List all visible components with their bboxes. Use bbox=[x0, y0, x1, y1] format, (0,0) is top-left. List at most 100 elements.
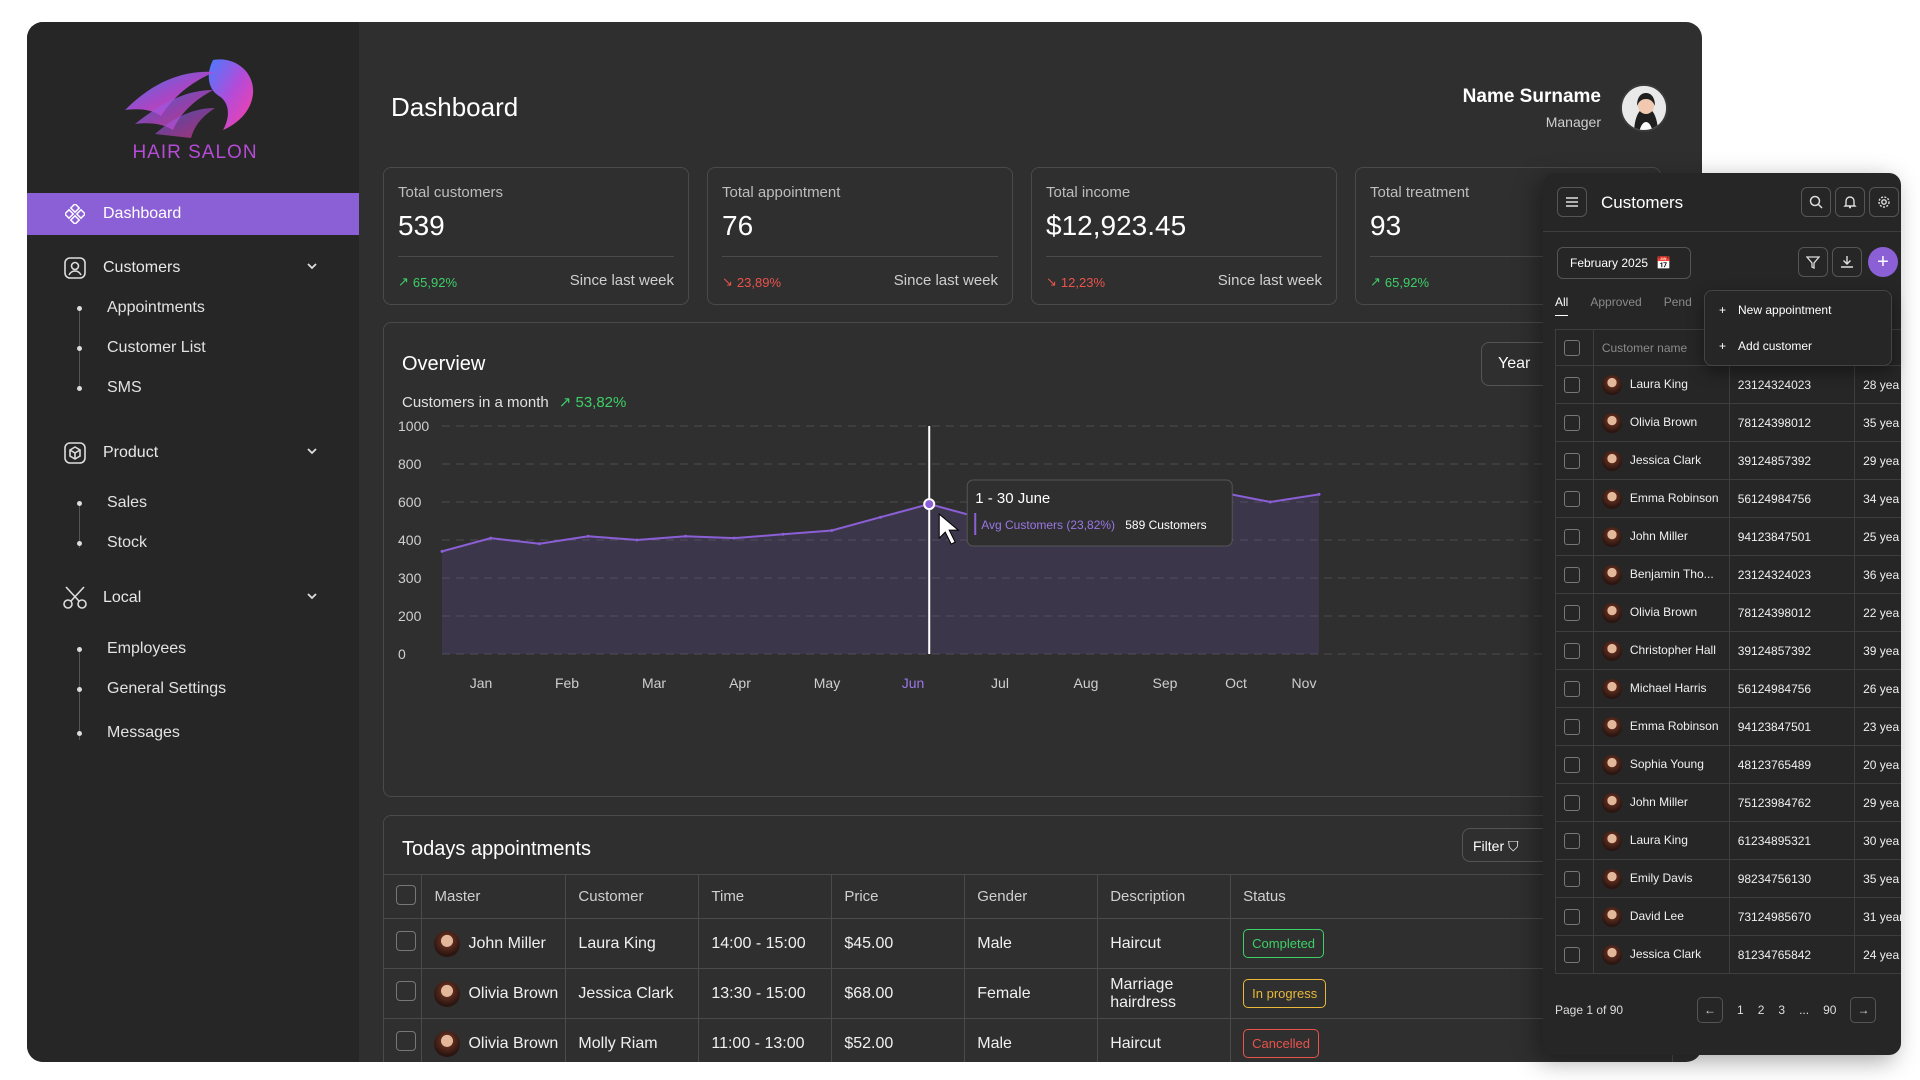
cell-customer-name: Jessica Clark bbox=[1592, 441, 1730, 480]
avatar[interactable] bbox=[1620, 84, 1668, 132]
page-number[interactable]: 3 bbox=[1778, 1003, 1786, 1017]
sidebar-sub-employees[interactable]: Employees bbox=[77, 637, 186, 661]
cell-customer-name: Emma Robinson bbox=[1592, 479, 1730, 518]
data-point bbox=[440, 549, 444, 553]
row-checkbox[interactable] bbox=[1564, 946, 1580, 963]
table-row[interactable]: John Miller Laura King 14:00 - 15:00 $45… bbox=[384, 918, 1672, 969]
table-row[interactable]: Emma Robinson 56124984756 34 yea bbox=[1555, 479, 1901, 518]
row-checkbox[interactable] bbox=[1564, 452, 1580, 469]
prev-page-button[interactable]: ← bbox=[1697, 997, 1723, 1023]
table-row[interactable]: Laura King 61234895321 30 yea bbox=[1555, 821, 1901, 860]
row-checkbox[interactable] bbox=[1564, 756, 1580, 773]
download-button[interactable] bbox=[1832, 247, 1862, 277]
table-row[interactable]: Benjamin Tho... 23124324023 36 yea bbox=[1555, 555, 1901, 594]
chevron-down-icon[interactable] bbox=[305, 589, 319, 603]
row-checkbox[interactable] bbox=[1564, 490, 1580, 507]
add-button[interactable]: + bbox=[1868, 247, 1898, 277]
table-row[interactable]: Michael Harris 56124984756 26 yea bbox=[1555, 669, 1901, 708]
page-number[interactable]: 2 bbox=[1757, 1003, 1765, 1017]
table-row[interactable]: Olivia Brown Jessica Clark 13:30 - 15:00… bbox=[384, 968, 1672, 1019]
col-customer[interactable]: Customer bbox=[565, 874, 700, 919]
col-gender[interactable]: Gender bbox=[964, 874, 1099, 919]
sidebar-item-product[interactable]: Product bbox=[27, 432, 359, 474]
sidebar-item-customers[interactable]: Customers bbox=[27, 247, 359, 289]
col-description[interactable]: Description bbox=[1097, 874, 1232, 919]
pagination: Page 1 of 90 ← 1 2 3... 90 → bbox=[1555, 995, 1895, 1025]
tab-all[interactable]: All bbox=[1555, 295, 1569, 316]
table-row[interactable]: Jessica Clark 81234765842 24 yea bbox=[1555, 935, 1901, 974]
next-page-button[interactable]: → bbox=[1850, 997, 1877, 1023]
sidebar-sub-messages[interactable]: Messages bbox=[77, 721, 180, 745]
table-row[interactable]: Christopher Hall 39124857392 39 yea bbox=[1555, 631, 1901, 670]
table-row[interactable]: David Lee 73124985670 31 year bbox=[1555, 897, 1901, 936]
col-time[interactable]: Time bbox=[698, 874, 833, 919]
row-checkbox[interactable] bbox=[396, 931, 416, 951]
menu-button[interactable] bbox=[1557, 187, 1587, 217]
cell-customer-name: David Lee bbox=[1592, 897, 1730, 936]
sidebar-sub-appointments[interactable]: Appointments bbox=[77, 296, 205, 320]
row-checkbox[interactable] bbox=[1564, 376, 1580, 393]
row-checkbox[interactable] bbox=[396, 1031, 416, 1051]
col-master[interactable]: Master bbox=[421, 874, 567, 919]
overview-chart: 1000 800 600 400 300 200 0 Jan Feb Mar Apr May Jun Ju… bbox=[398, 418, 1672, 691]
sidebar-sub-stock[interactable]: Stock bbox=[77, 531, 147, 555]
cell-customer-name: Olivia Brown bbox=[1592, 403, 1730, 442]
date-picker-button[interactable]: February 2025 📅 bbox=[1557, 247, 1691, 279]
filter-button[interactable] bbox=[1798, 247, 1828, 277]
sidebar-item-local[interactable]: Local bbox=[27, 577, 359, 619]
table-row[interactable]: Olivia Brown 78124398012 35 yea bbox=[1555, 403, 1901, 442]
row-checkbox[interactable] bbox=[1564, 680, 1580, 697]
sidebar-item-label: Local bbox=[103, 589, 142, 606]
row-checkbox[interactable] bbox=[1564, 832, 1580, 849]
menu-item-new-appointment[interactable]: + New appointment bbox=[1705, 293, 1891, 327]
table-row[interactable]: Jessica Clark 39124857392 29 yea bbox=[1555, 441, 1901, 480]
page-number[interactable]: 1 bbox=[1737, 1003, 1744, 1017]
table-row[interactable]: Laura King 23124324023 28 yea bbox=[1555, 365, 1901, 404]
table-row[interactable]: John Miller 75123984762 29 yea bbox=[1555, 783, 1901, 822]
avatar bbox=[1601, 868, 1622, 889]
stat-value: 93 bbox=[1370, 210, 1402, 241]
page-number[interactable]: 90 bbox=[1823, 1003, 1837, 1017]
cell-customer-name: Michael Harris bbox=[1592, 669, 1730, 708]
row-checkbox[interactable] bbox=[1564, 414, 1580, 431]
table-row[interactable]: Emma Robinson 94123847501 23 yea bbox=[1555, 707, 1901, 746]
row-checkbox[interactable] bbox=[1564, 870, 1580, 887]
sidebar-sub-general-settings[interactable]: General Settings bbox=[77, 677, 226, 701]
row-checkbox[interactable] bbox=[1564, 794, 1580, 811]
cell-description: Haircut bbox=[1097, 918, 1232, 969]
row-checkbox[interactable] bbox=[1564, 604, 1580, 621]
arrow-right-icon: → bbox=[1857, 1003, 1870, 1017]
table-row[interactable]: Olivia Brown Molly Riam 11:00 - 13:00 $5… bbox=[384, 1018, 1672, 1062]
chevron-down-icon[interactable] bbox=[305, 444, 319, 458]
overview-change: ↗ 53,82% bbox=[558, 394, 627, 411]
page-number[interactable]: ... bbox=[1799, 1003, 1810, 1017]
row-checkbox[interactable] bbox=[1564, 718, 1580, 735]
sidebar-item-label: Dashboard bbox=[103, 205, 182, 222]
search-button[interactable] bbox=[1801, 187, 1831, 217]
row-checkbox[interactable] bbox=[1564, 528, 1580, 545]
chevron-down-icon[interactable] bbox=[305, 259, 319, 273]
row-checkbox[interactable] bbox=[1564, 642, 1580, 659]
col-price[interactable]: Price bbox=[831, 874, 966, 919]
cell-customer-name: Laura King bbox=[1592, 365, 1730, 404]
select-all-checkbox[interactable] bbox=[396, 884, 416, 905]
sidebar-sub-sales[interactable]: Sales bbox=[77, 491, 147, 515]
tab-approved[interactable]: Approved bbox=[1590, 295, 1642, 309]
menu-item-add-customer[interactable]: + Add customer bbox=[1705, 329, 1891, 363]
select-all-checkbox[interactable] bbox=[1564, 339, 1580, 356]
sidebar-sub-sms[interactable]: SMS bbox=[77, 376, 142, 400]
stat-value: 539 bbox=[398, 210, 445, 241]
row-checkbox[interactable] bbox=[1564, 908, 1580, 925]
row-checkbox[interactable] bbox=[1564, 566, 1580, 583]
settings-button[interactable] bbox=[1869, 187, 1899, 217]
table-row[interactable]: Sophia Young 48123765489 20 yea bbox=[1555, 745, 1901, 784]
row-checkbox[interactable] bbox=[396, 981, 416, 1001]
table-row[interactable]: Emily Davis 98234756130 35 yea bbox=[1555, 859, 1901, 898]
tab-pending[interactable]: Pend bbox=[1663, 295, 1692, 309]
sidebar-item-dashboard[interactable]: Dashboard bbox=[27, 193, 359, 235]
sidebar-sub-customer-list[interactable]: Customer List bbox=[77, 336, 206, 360]
avatar bbox=[1601, 564, 1622, 585]
table-row[interactable]: Olivia Brown 78124398012 22 yea bbox=[1555, 593, 1901, 632]
table-row[interactable]: John Miller 94123847501 25 yea bbox=[1555, 517, 1901, 556]
notifications-button[interactable] bbox=[1835, 187, 1865, 217]
